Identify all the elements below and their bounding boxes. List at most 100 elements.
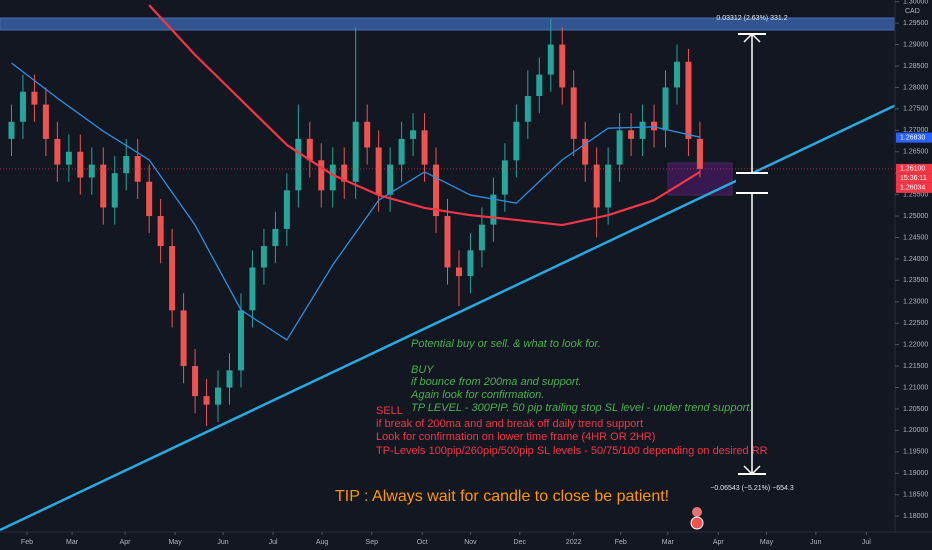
x-tick-label: Jun [810,539,821,546]
sell-note: SELL [376,405,403,417]
candle-body [421,130,428,165]
price-label: 1.26034 [900,185,925,192]
measure-arrow [743,465,761,476]
x-tick-label: Feb [615,539,627,546]
candle-body [237,310,244,371]
plot [0,4,895,427]
countdown-bg [896,173,932,183]
sell-note: TP-Levels 100pip/260pip/500pip SL levels… [376,445,768,457]
buy-note: Potential buy or sell. & what to look fo… [411,338,601,350]
candle-body [352,121,359,182]
y-tick-label: 1.24000 [903,256,928,263]
candle-body [226,370,233,388]
y-tick-label: 1.25000 [903,213,928,220]
candle-body [146,181,153,217]
y-tick-label: 1.30000 [903,0,928,6]
y-tick-label: 1.29000 [903,41,928,48]
x-tick-label: Nov [464,539,477,546]
buy-note: BUY [411,364,434,376]
candle-body [31,91,38,105]
tip-note: TIP : Always wait for candle to close be… [335,488,669,505]
candle-body [157,216,164,247]
axis: 1.18000 1.18500 1.19000 1.19500 1.20000 1.205… [21,0,932,546]
x-tick-label: Mar [662,539,675,546]
moving-average [11,62,701,341]
y-tick-label: 1.27000 [903,127,928,134]
candle-body [651,121,658,131]
y-tick-label: 1.25500 [903,191,928,198]
y-tick-label: 1.27500 [903,106,928,113]
candle-body [513,121,520,161]
measure-gap [736,172,768,194]
candle-body [605,164,612,208]
candle-body [8,121,15,139]
y-tick-label: 1.23000 [903,299,928,306]
candle-body [662,87,669,131]
candle-body [593,164,600,208]
x-tick-label: Feb [21,539,33,546]
trend-line [0,86,932,532]
x-tick-label: May [168,539,182,546]
buy-note: TP LEVEL - 300PIP. 50 pip trailing stop … [411,402,752,414]
x-tick-label: Apr [120,539,132,546]
event-icon[interactable] [692,507,702,517]
x-tick-label: Jun [217,539,228,546]
candle-body [318,160,325,191]
candle-body [306,138,313,161]
candle-body [685,61,692,139]
y-tick-label: 1.19000 [903,470,928,477]
candle-body [77,151,84,178]
buy-note: if bounce from 200ma and support. [411,376,582,388]
y-tick-label: 1.23500 [903,277,928,284]
measure-up-label: 0.03312 (2.63%) 331.2 [716,15,787,22]
price-label-bg [896,182,932,193]
candle-body [673,61,680,88]
candle-body [329,164,336,191]
candle-body [249,267,256,311]
candle-body [478,224,485,251]
currency-label: CAD [905,8,920,15]
candle-body [295,138,302,191]
y-tick-label: 1.21500 [903,363,928,370]
candle-body [696,138,703,169]
candle-body [180,310,187,367]
candle-body [559,44,566,88]
candle-body [375,147,382,195]
x-tick-label: May [760,539,774,546]
candle-body [54,138,61,165]
candle-body [364,121,371,148]
y-tick-label: 1.28500 [903,63,928,70]
candle-body [628,130,635,139]
x-tick-label: 2022 [566,539,582,546]
y-tick-label: 1.28000 [903,84,928,91]
candle-body [455,267,462,277]
candle-body [260,246,267,268]
candle-body [19,91,26,122]
y-tick-label: 1.19500 [903,449,928,456]
y-tick-label: 1.22500 [903,320,928,327]
price-label-bg [896,163,932,174]
candle-body [524,96,531,122]
y-tick-label: 1.20000 [903,427,928,434]
candle-body [169,246,176,311]
candle-body [134,156,141,182]
price-label: 1.26100 [900,166,925,173]
candle-body [616,130,623,165]
x-tick-label: Oct [417,539,428,546]
countdown: 15:36:11 [900,175,927,182]
sell-note: if break of 200ma and and break off dail… [376,418,643,430]
sell-note: Look for confirmation on lower time fram… [376,431,655,443]
price-label-bg [896,132,932,143]
candle-body [272,228,279,247]
y-tick-label: 1.18500 [903,492,928,499]
y-tick-label: 1.24500 [903,234,928,241]
candle-body [65,151,72,165]
x-tick-label: Jul [862,539,871,546]
x-tick-label: Jul [269,539,278,546]
candle-body [341,164,348,182]
candle-body [467,250,474,277]
candle-body [547,44,554,75]
event-icon[interactable] [690,516,704,530]
